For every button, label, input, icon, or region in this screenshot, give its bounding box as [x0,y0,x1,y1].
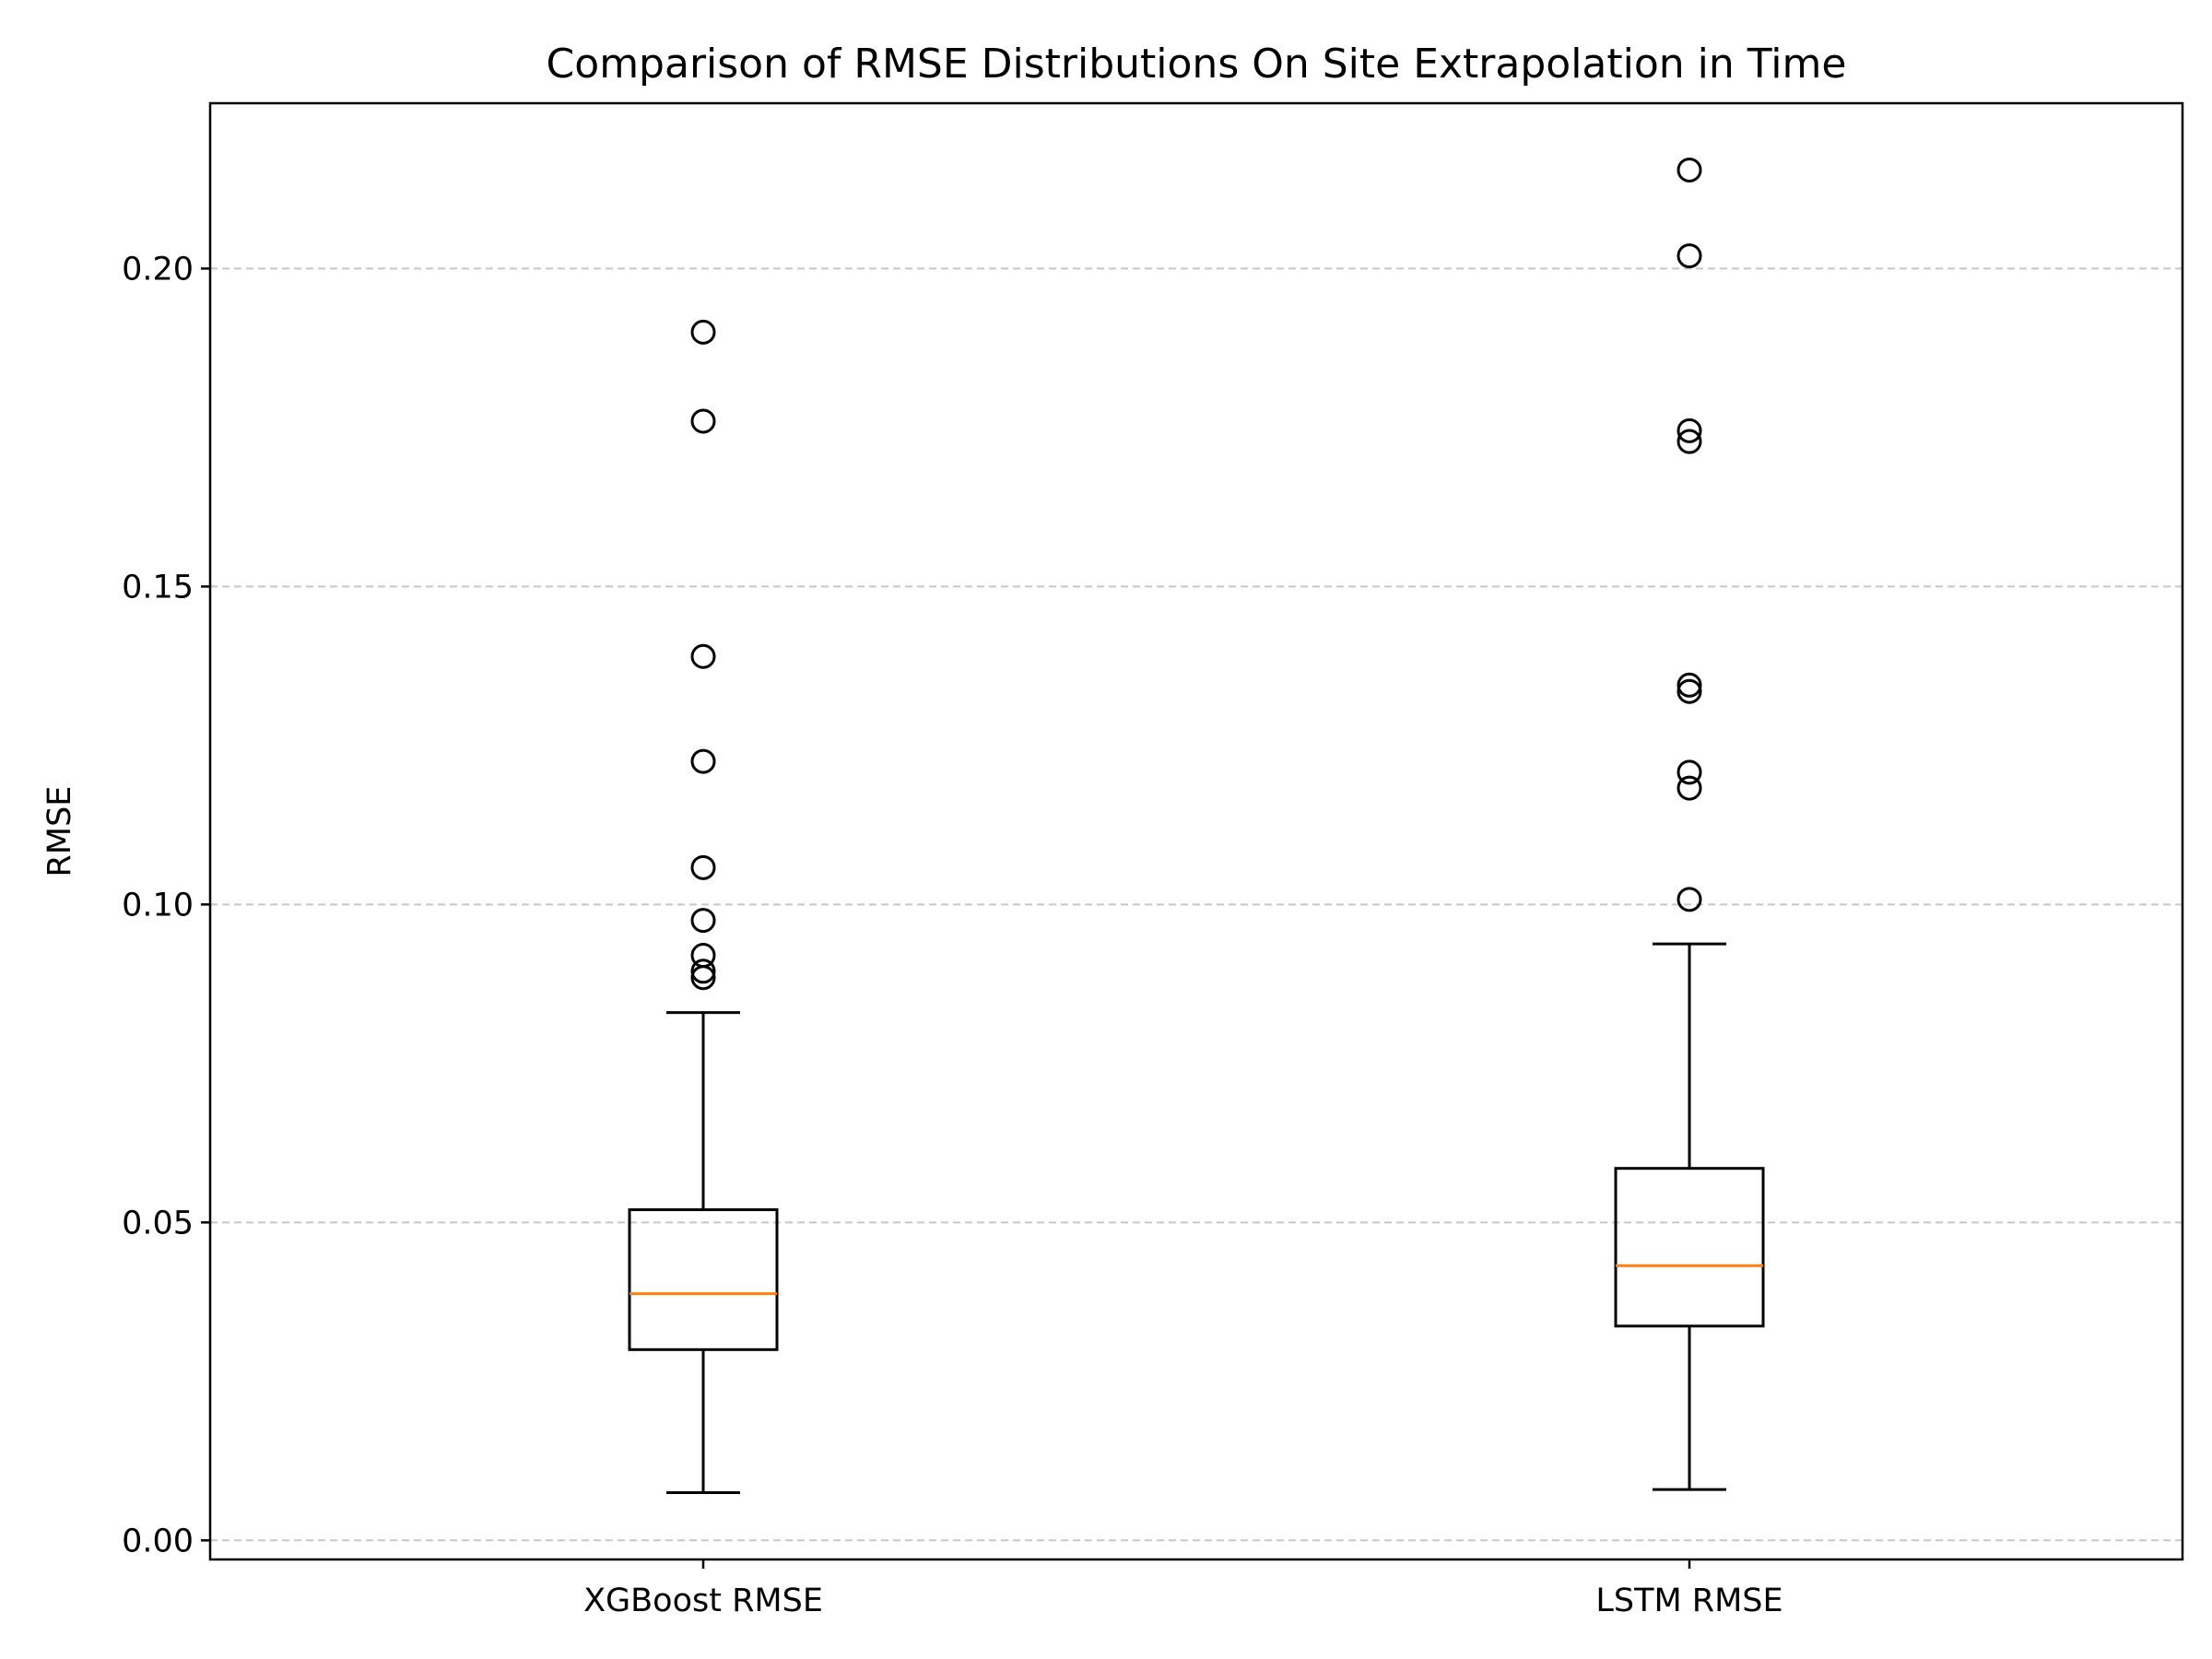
y-tick-label: 0.15 [122,569,194,606]
y-tick-label: 0.20 [122,251,194,288]
y-axis-label: RMSE [41,786,78,877]
outlier-point [690,959,716,984]
axis-ticks: 0.00 0.05 0.10 0.15 0.20 XGBoost RMSE LSTM RMS… [122,251,1783,1619]
box-lstm [1614,157,1765,1491]
outlier-point [1677,775,1702,801]
x-tick-label: LSTM RMSE [1595,1583,1783,1619]
box-group [628,157,1765,1495]
outlier-point [1677,678,1702,704]
plot-frame [208,101,2184,1561]
y-tick-label: 0.10 [122,887,194,924]
outlier-point [1677,672,1702,698]
iqr-box [628,1208,779,1351]
outlier-point [1677,429,1702,454]
outlier-point [1677,887,1702,912]
outlier-point [690,965,716,991]
x-tick-label: XGBoost RMSE [583,1583,823,1619]
outlier-point [1677,243,1702,269]
outlier-point [690,319,716,345]
outlier-point [690,748,716,774]
outlier-point [690,854,716,880]
y-tick-label: 0.05 [122,1205,194,1241]
outlier-point [690,408,716,434]
grid-lines [210,267,2183,1542]
iqr-box [1614,1167,1765,1328]
outlier-point [1677,418,1702,443]
outlier-point [690,643,716,669]
outlier-point [690,908,716,934]
chart-title: Comparison of RMSE Distributions On Site… [547,41,1847,88]
box-xgboost [628,319,779,1495]
outlier-point [1677,759,1702,785]
y-tick-label: 0.00 [122,1523,194,1559]
outlier-point [1677,157,1702,182]
